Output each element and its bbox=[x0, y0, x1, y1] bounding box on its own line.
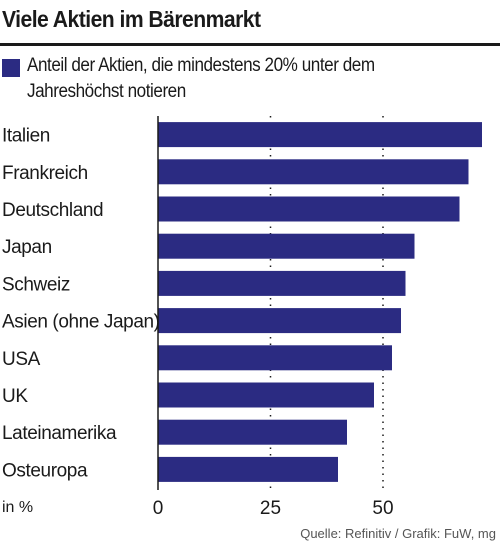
unit-label: in % bbox=[2, 499, 33, 516]
bar bbox=[158, 382, 374, 408]
category-label: Japan bbox=[2, 237, 52, 258]
bar bbox=[158, 196, 460, 222]
bar bbox=[158, 456, 338, 482]
category-label: Deutschland bbox=[2, 200, 103, 221]
category-label: Asien (ohne Japan) bbox=[2, 312, 160, 333]
tick-label: 50 bbox=[372, 498, 393, 519]
category-labels: Italien Frankreich Deutschland Japan Schweiz… bbox=[2, 126, 160, 482]
chart-title: Viele Aktien im Bärenmarkt bbox=[2, 6, 261, 32]
title-rule bbox=[0, 43, 500, 46]
category-label: Osteuropa bbox=[2, 460, 88, 481]
category-label: Frankreich bbox=[2, 163, 88, 184]
bars bbox=[158, 122, 482, 482]
category-label: Schweiz bbox=[2, 274, 70, 295]
bar bbox=[158, 270, 406, 296]
bar bbox=[158, 345, 392, 371]
bar bbox=[158, 233, 415, 259]
bar bbox=[158, 159, 469, 185]
category-label: Lateinamerika bbox=[2, 423, 117, 444]
source-credit: Quelle: Refinitiv / Grafik: FuW, mg bbox=[300, 526, 496, 541]
tick-label: 25 bbox=[260, 498, 281, 519]
bar bbox=[158, 122, 482, 148]
legend-label: Anteil der Aktien, die mindestens 20% un… bbox=[27, 55, 375, 102]
category-label: USA bbox=[2, 349, 41, 370]
category-label: UK bbox=[2, 386, 28, 407]
category-label: Italien bbox=[2, 126, 50, 147]
bar bbox=[158, 419, 347, 445]
tick-labels: 0 25 50 bbox=[153, 498, 394, 519]
tick-label: 0 bbox=[153, 498, 164, 519]
bar bbox=[158, 308, 401, 334]
legend-swatch bbox=[2, 59, 20, 77]
